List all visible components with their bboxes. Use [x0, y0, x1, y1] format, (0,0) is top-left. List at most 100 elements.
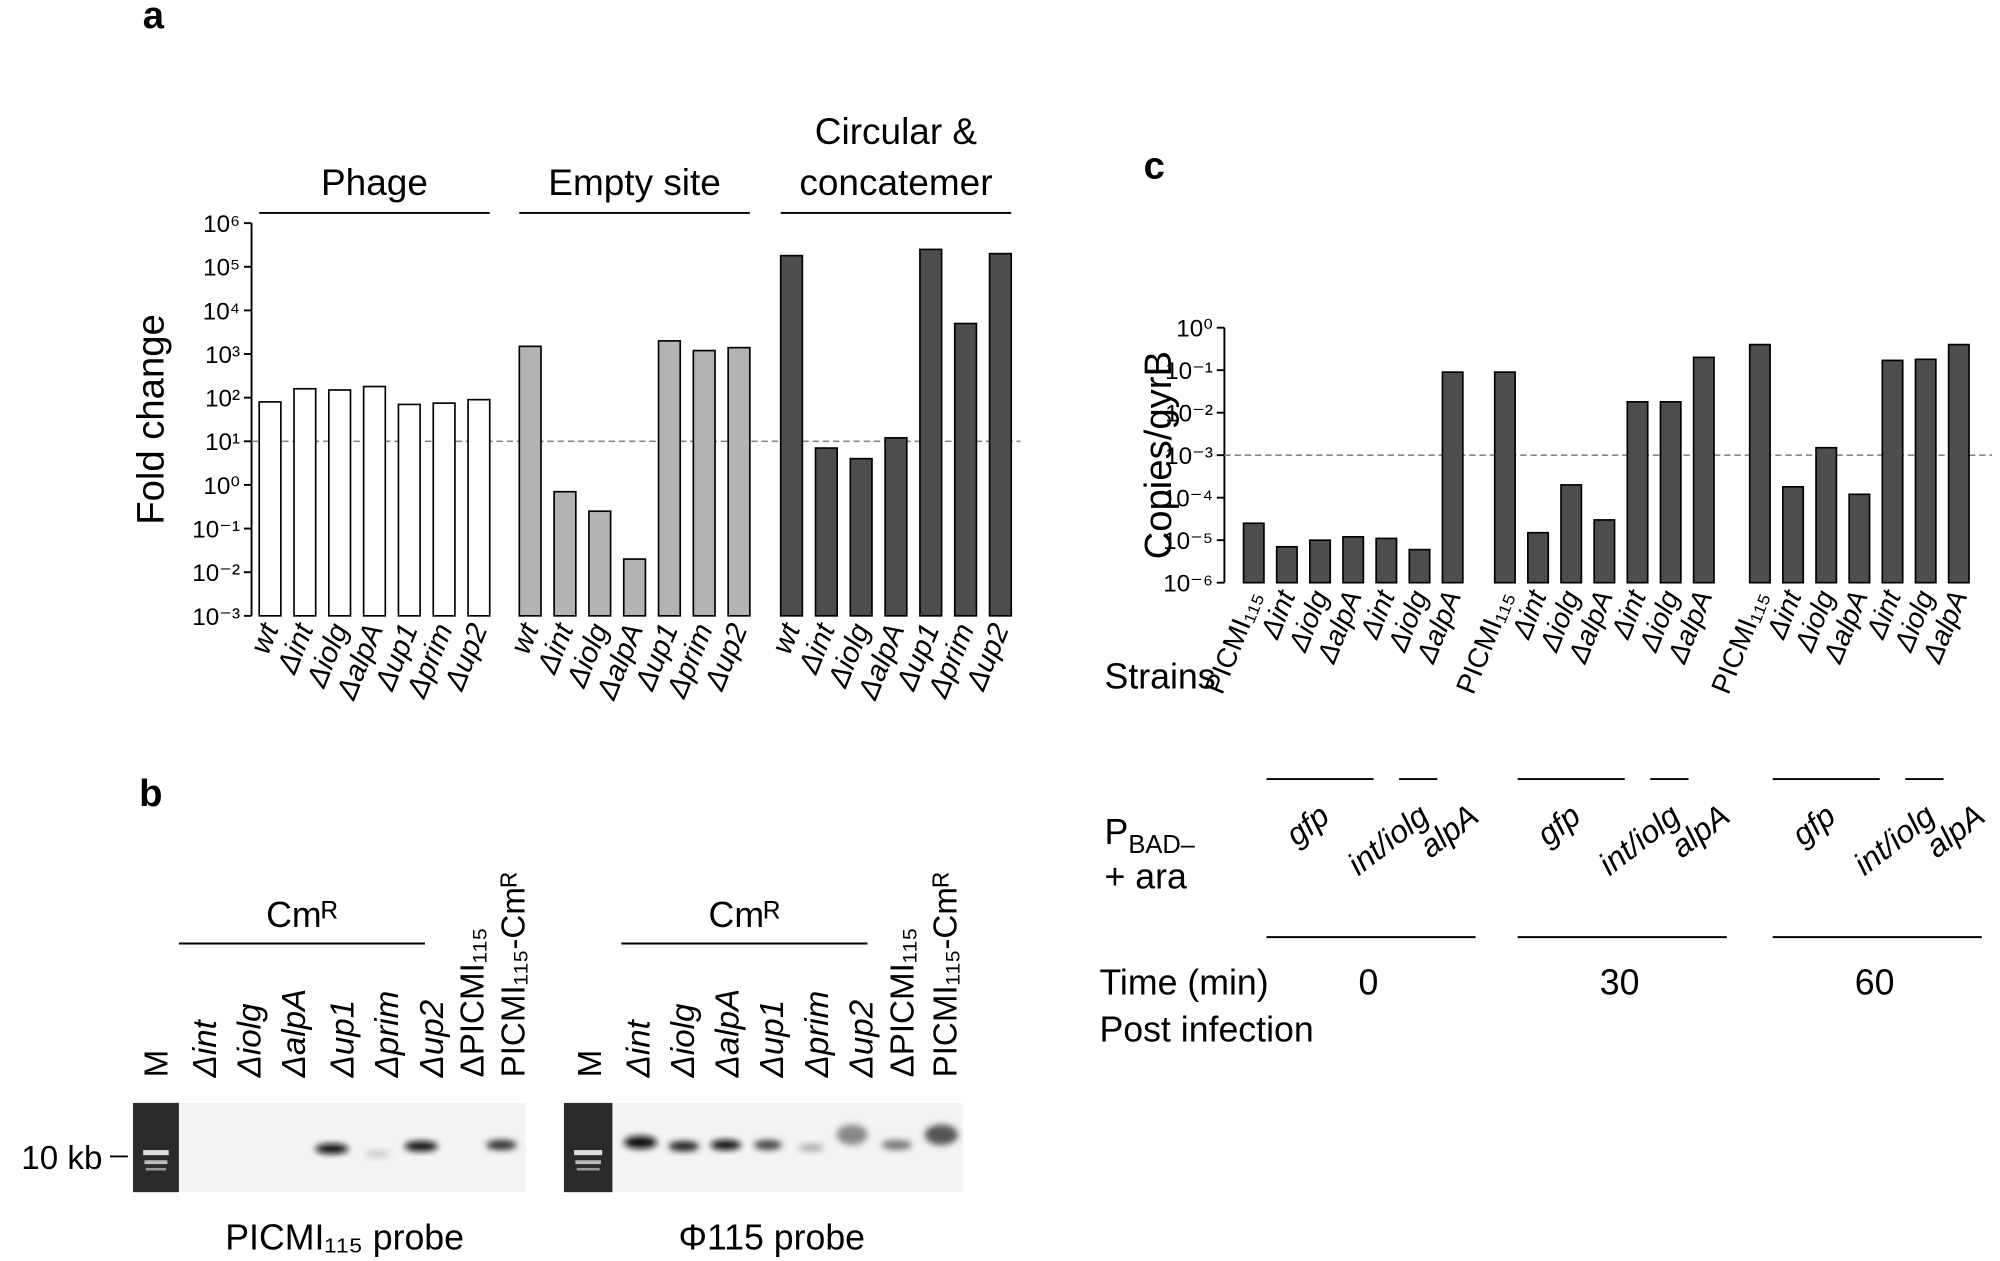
time-label: 0: [1359, 963, 1379, 1003]
y-tick-label: 10⁻⁵: [1163, 528, 1213, 555]
bar: [1309, 539, 1332, 584]
bar: [1881, 359, 1904, 584]
bar: [327, 389, 352, 617]
construct-label: alpA: [1919, 797, 1991, 865]
y-tick-label: 10⁻⁴: [1163, 486, 1213, 513]
bar: [1947, 343, 1970, 584]
bar: [518, 345, 542, 617]
bar: [1493, 371, 1516, 584]
row-label: Strains: [1105, 657, 1216, 697]
bar: [1659, 401, 1682, 584]
marker-band: [576, 1167, 600, 1171]
lane-label: M: [138, 1050, 175, 1078]
lane-label: ΔPICMI₁₁₅: [884, 927, 921, 1077]
bar: [727, 346, 751, 617]
y-tick-label: 10⁻¹: [1165, 358, 1213, 385]
band: [315, 1143, 349, 1154]
bar: [258, 401, 282, 617]
marker-band: [145, 1167, 167, 1171]
lane-label: Δprim: [369, 991, 406, 1079]
group-label: Circular &: [815, 111, 978, 152]
bar: [849, 457, 873, 617]
bar: [988, 252, 1013, 617]
y-tick-label: 10⁻²: [192, 560, 240, 587]
construct-label: gfp: [1279, 797, 1336, 853]
row-label-sub: BAD–: [1128, 831, 1195, 859]
bar: [362, 385, 387, 617]
bar: [884, 437, 908, 617]
y-tick-label: 10⁻³: [192, 604, 240, 631]
bar: [467, 398, 491, 617]
band: [486, 1139, 517, 1151]
bar: [397, 403, 421, 617]
bar: [553, 490, 577, 617]
row-label: + ara: [1105, 857, 1187, 897]
bar: [1914, 358, 1937, 584]
construct-label: alpA: [1413, 797, 1485, 865]
group-label: Empty site: [548, 162, 721, 203]
bar: [1527, 531, 1550, 584]
panel-letter: c: [1144, 145, 1165, 188]
bar: [1375, 537, 1398, 584]
y-tick-label: 10⁵: [203, 255, 240, 282]
group-label: Phage: [321, 162, 428, 203]
y-axis-title: Fold change: [130, 314, 173, 525]
bar: [657, 340, 682, 617]
construct-label: alpA: [1664, 797, 1736, 865]
bar: [622, 558, 647, 617]
marker-band: [575, 1160, 601, 1165]
lane-label: M: [572, 1050, 609, 1078]
lane-label: Δiolg: [231, 1003, 268, 1078]
lane-label: ΔPICMI₁₁₅: [455, 927, 492, 1077]
bar: [1560, 484, 1583, 584]
time-label: 60: [1855, 963, 1895, 1003]
marker-lane: [563, 1102, 613, 1193]
lane-label: ΔalpA: [276, 989, 313, 1079]
bar: [953, 322, 978, 617]
lane-label: ΔalpA: [710, 989, 747, 1079]
y-tick-label: 10³: [205, 342, 240, 369]
marker-label: 10 kb: [21, 1140, 102, 1177]
y-tick-label: 10⁰: [203, 473, 240, 500]
y-tick-label: 10⁻³: [1165, 443, 1213, 470]
bar: [814, 447, 839, 617]
lane-label: Δup2: [843, 1000, 880, 1079]
bar: [1626, 401, 1649, 584]
bar: [1242, 522, 1265, 584]
probe-label: Φ115 probe: [678, 1218, 865, 1258]
lane-label: PICMI₁₁₅-Cmᴿ: [495, 872, 532, 1077]
y-tick-label: 10⁰: [1176, 316, 1213, 343]
lane-label: Δprim: [799, 991, 836, 1079]
bar: [588, 510, 612, 617]
band: [668, 1141, 700, 1152]
marker-band: [144, 1160, 168, 1165]
row-label: PBAD–: [1105, 812, 1196, 859]
bar: [293, 387, 317, 617]
row-label: Post infection: [1099, 1010, 1313, 1050]
time-label: 30: [1600, 963, 1640, 1003]
band: [881, 1139, 913, 1151]
lane-label: Δup1: [325, 1000, 362, 1079]
marker-lane: [132, 1102, 179, 1193]
bar: [1593, 519, 1616, 584]
marker-band: [574, 1150, 603, 1156]
y-tick-label: 10⁻²: [1165, 401, 1213, 428]
lane-label: PICMI₁₁₅-Cmᴿ: [928, 872, 965, 1077]
band: [404, 1141, 438, 1152]
bar: [1748, 343, 1771, 584]
lane-label: Δint: [620, 1018, 657, 1078]
panel-letter: b: [139, 772, 162, 815]
y-tick-label: 10⁶: [203, 211, 240, 238]
bar: [1815, 446, 1838, 584]
band: [365, 1150, 391, 1158]
lane-group-label: Cmᴿ: [709, 895, 781, 935]
group-label: concatemer: [799, 162, 992, 203]
band: [753, 1139, 782, 1151]
band: [924, 1124, 958, 1145]
y-axis-title: Copies/gyrB: [1137, 351, 1180, 559]
y-tick-label: 10²: [205, 386, 240, 413]
bar: [1408, 548, 1431, 584]
bar: [1441, 371, 1464, 584]
construct-label: gfp: [1785, 797, 1842, 853]
